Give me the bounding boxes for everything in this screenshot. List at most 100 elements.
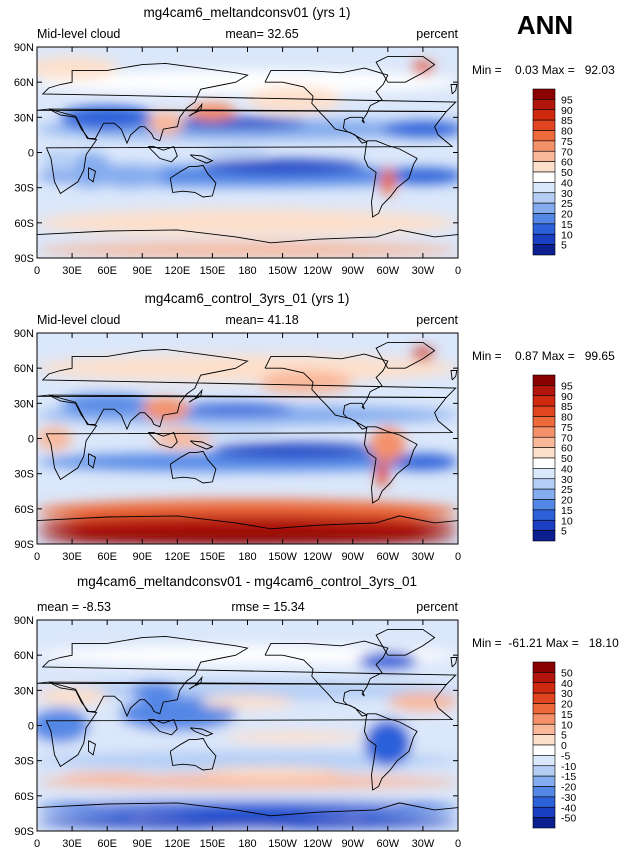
coastline [264, 67, 389, 144]
panel-left-label: Mid-level cloud [37, 313, 120, 327]
x-tick-label: 90W [341, 551, 364, 563]
panel-title: mg4cam6_meltandconsv01 - mg4cam6_control… [77, 574, 417, 589]
field-region [42, 150, 78, 174]
colorbar-label: 25 [561, 198, 573, 210]
field-region [37, 686, 108, 706]
colorbar-label: 50 [561, 167, 573, 179]
field-region [387, 453, 458, 471]
coastline [375, 628, 436, 656]
colorbar-swatch [532, 202, 556, 214]
field-region [200, 159, 365, 174]
coastline [450, 84, 458, 95]
field-region [37, 70, 458, 94]
field-region [247, 85, 342, 114]
field-region [358, 651, 418, 671]
coastline [189, 440, 214, 450]
field-region [376, 459, 388, 488]
field-region [148, 111, 184, 135]
panel-center-label: mean= 41.18 [225, 313, 298, 327]
y-tick-label: 30S [14, 183, 34, 195]
colorbar-label: -30 [561, 792, 576, 804]
field-region [37, 751, 458, 771]
coastlines [37, 55, 458, 258]
colorbar-swatch [532, 786, 556, 798]
colorbar-swatch [532, 734, 556, 746]
colorbar-swatch [532, 509, 556, 521]
colorbar-swatch [532, 426, 556, 438]
colorbar-swatch [532, 817, 556, 829]
y-tick-label: 0 [28, 721, 34, 733]
colorbar-swatch [532, 405, 556, 417]
y-tick-label: 30S [14, 469, 34, 481]
colorbar-swatch [532, 530, 556, 542]
field-region [142, 397, 190, 421]
x-tick-label: 60W [377, 265, 400, 277]
colorbar-label: 40 [561, 678, 573, 690]
colorbar-label: 80 [561, 126, 573, 138]
colorbar-swatch [532, 713, 556, 725]
colorbar-swatch [532, 488, 556, 500]
colorbar-label: 70 [561, 432, 573, 444]
panel-title: mg4cam6_meltandconsv01 (yrs 1) [143, 5, 350, 20]
x-tick-label: 150W [268, 838, 297, 850]
field-region [37, 814, 458, 829]
x-tick-label: 120W [303, 265, 332, 277]
y-tick-label: 60N [14, 77, 34, 89]
coastline [450, 657, 458, 668]
y-tick-label: 90N [14, 328, 34, 340]
colorbar-swatch [532, 744, 556, 756]
coastline [169, 737, 217, 771]
colorbar-label: 5 [561, 730, 567, 742]
coastline [37, 635, 457, 718]
panel-2: mg4cam6_control_3yrs_01 (yrs 1) Mid-level… [14, 291, 615, 563]
coastline [375, 55, 436, 83]
field-region [37, 354, 458, 383]
minmax-label: Min = 0.03 Max = 92.03 [472, 63, 615, 77]
colorbar-swatch [532, 457, 556, 469]
colorbar-swatch [532, 109, 556, 121]
y-tick-label: 90S [14, 826, 34, 838]
x-tick-label: 90E [132, 265, 152, 277]
coastline [169, 450, 217, 484]
x-tick-label: 30W [412, 838, 435, 850]
field-region [381, 120, 458, 138]
colorbar-swatch [532, 171, 556, 183]
x-tick-label: 180 [238, 265, 256, 277]
x-tick-label: 90W [341, 838, 364, 850]
field-region [189, 429, 283, 437]
field-region [411, 62, 435, 74]
colorbar-swatch [532, 223, 556, 235]
coastline [45, 394, 454, 481]
minmax-label: Min = -61.21 Max = 18.10 [472, 636, 619, 650]
map-field [37, 620, 458, 831]
colorbar-label: 50 [561, 453, 573, 465]
colorbar-label: 10 [561, 229, 573, 241]
colorbar-label: 15 [561, 709, 573, 721]
coastline [188, 675, 203, 690]
x-tick-label: 60W [377, 551, 400, 563]
colorbar-swatch [532, 723, 556, 735]
colorbar-label: 20 [561, 495, 573, 507]
colorbar-label: 30 [561, 688, 573, 700]
field-region [200, 147, 271, 158]
coastline [88, 167, 97, 183]
colorbar-label: -20 [561, 782, 576, 794]
colorbar-swatch [532, 755, 556, 767]
x-tick-label: 180 [238, 551, 256, 563]
colorbar-swatch [532, 806, 556, 818]
colorbar-label: 90 [561, 391, 573, 403]
panel-units-label: percent [416, 600, 458, 614]
colorbar-label: 20 [561, 209, 573, 221]
field-region [200, 766, 342, 779]
colorbar-label: 5 [561, 526, 567, 538]
x-tick-label: 120E [164, 265, 190, 277]
colorbar-label: -40 [561, 802, 576, 814]
x-tick-label: 30E [62, 838, 82, 850]
colorbar-label: 5 [561, 240, 567, 252]
field-region [37, 800, 458, 815]
x-tick-label: 180 [238, 838, 256, 850]
field-region [387, 692, 458, 712]
field-region [95, 164, 166, 188]
